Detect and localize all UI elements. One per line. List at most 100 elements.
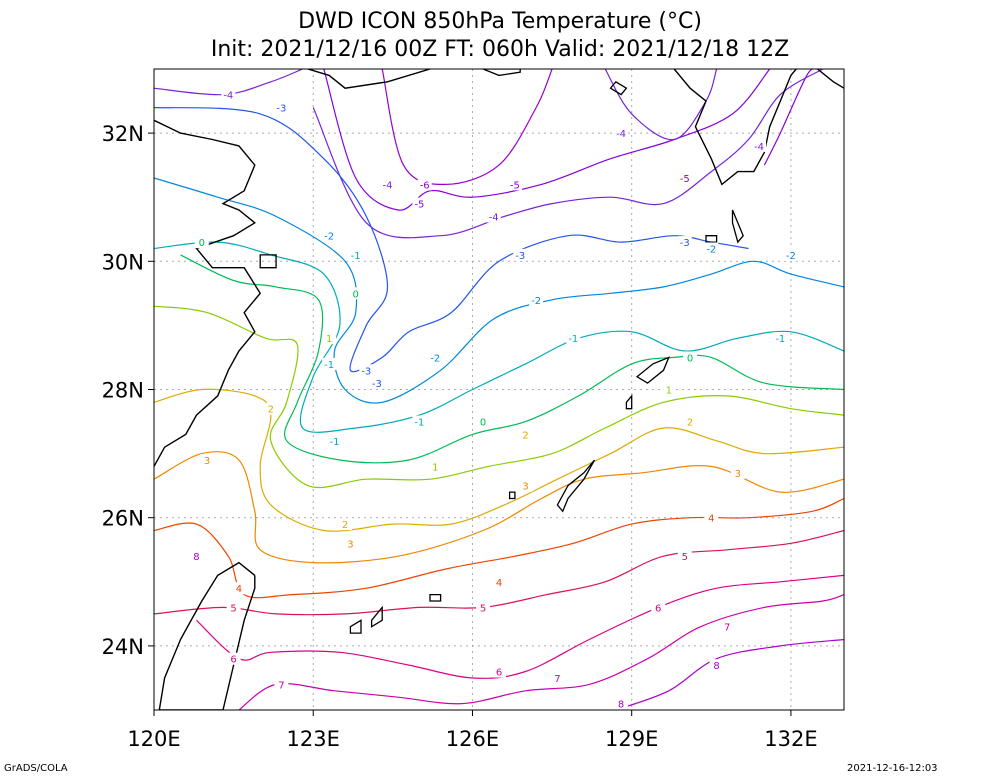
contour-label: 6 bbox=[230, 655, 236, 666]
contour-label-bg bbox=[476, 415, 491, 428]
contour-label-bg bbox=[412, 415, 427, 428]
island-iriomote bbox=[349, 619, 362, 634]
contour-label: 0 bbox=[199, 238, 205, 249]
contour-line--2 bbox=[154, 177, 844, 404]
island-tanegashima bbox=[731, 209, 744, 244]
tick-label-lat: 28N bbox=[102, 379, 144, 403]
contour-label-bg bbox=[492, 665, 506, 678]
contour-label-bg bbox=[343, 537, 358, 550]
contour-label: -1 bbox=[414, 418, 424, 429]
contour-label-bg bbox=[614, 697, 629, 710]
contour-label: -2 bbox=[430, 353, 440, 364]
contour-label: 1 bbox=[432, 462, 438, 473]
contour-label-bg bbox=[226, 601, 241, 614]
contour-label: -6 bbox=[420, 180, 430, 191]
contour-label-bg bbox=[189, 550, 204, 563]
contour-line-1 bbox=[154, 305, 844, 489]
contour-label: 1 bbox=[666, 386, 672, 397]
island-yakushima bbox=[705, 235, 718, 243]
contour-label: 5 bbox=[230, 603, 236, 614]
contour-label-bg bbox=[322, 357, 337, 370]
footer-software-label: GrADS/COLA bbox=[4, 763, 68, 774]
contour-label-bg bbox=[428, 351, 443, 364]
contour-line-2 bbox=[154, 388, 844, 532]
contour-line-5 bbox=[154, 529, 844, 616]
contour-label: 5 bbox=[480, 603, 486, 614]
contour-label-bg bbox=[194, 236, 209, 249]
contour-label-bg bbox=[529, 293, 544, 306]
contour-label: 3 bbox=[735, 469, 741, 480]
contour-line-8 bbox=[615, 638, 844, 710]
contour-label: -1 bbox=[568, 334, 578, 345]
tick-label-lat: 26N bbox=[102, 507, 144, 531]
contour-line-3 bbox=[154, 451, 844, 564]
contour-label: 8 bbox=[193, 552, 199, 563]
contour-label: 5 bbox=[682, 552, 688, 563]
contour-label: 3 bbox=[347, 539, 353, 550]
contour-line--5 bbox=[763, 69, 818, 166]
tick-label-lat: 24N bbox=[102, 635, 144, 659]
contour-label: -3 bbox=[680, 238, 690, 249]
tick-label-lon: 132E bbox=[764, 727, 817, 751]
contour-label: -1 bbox=[351, 251, 361, 262]
contour-label-bg bbox=[412, 197, 427, 210]
contour-label: 7 bbox=[724, 623, 730, 634]
contour-label: 0 bbox=[687, 353, 693, 364]
contour-label-bg bbox=[720, 620, 735, 633]
island-okinawa bbox=[556, 459, 596, 513]
contour-line--5 bbox=[323, 69, 771, 211]
contour-label-bg bbox=[226, 652, 241, 665]
contour-label: -1 bbox=[775, 334, 785, 345]
contour-label: 0 bbox=[480, 418, 486, 429]
contour-label-bg bbox=[348, 248, 363, 261]
contour-label-bg bbox=[783, 248, 798, 261]
contour-label-bg bbox=[322, 332, 337, 345]
contour-label-bg bbox=[359, 364, 374, 377]
contour-label: 8 bbox=[713, 661, 719, 672]
tick-label-lon: 129E bbox=[605, 727, 658, 751]
contour-label-bg bbox=[492, 575, 506, 588]
contour-label: -2 bbox=[706, 244, 716, 255]
contour-label-bg bbox=[348, 287, 363, 300]
contour-label: -4 bbox=[616, 129, 626, 140]
contour-label-bg bbox=[221, 88, 236, 101]
contour-label-bg bbox=[704, 511, 719, 524]
coastline-china-coast bbox=[154, 119, 262, 467]
contour-label-bg bbox=[566, 332, 581, 345]
contour-label-bg bbox=[773, 332, 788, 345]
contour-label: 6 bbox=[496, 668, 502, 679]
contour-label-bg bbox=[327, 434, 342, 447]
contour-label: -2 bbox=[786, 251, 796, 262]
contour-label: 4 bbox=[496, 578, 502, 589]
contour-label-bg bbox=[704, 242, 719, 255]
contour-line-7 bbox=[238, 594, 844, 710]
contour-label-bg bbox=[231, 582, 246, 595]
contour-label-bg bbox=[322, 229, 337, 242]
contour-line--3 bbox=[154, 106, 749, 373]
contour-label: 3 bbox=[204, 456, 210, 467]
island-jeju bbox=[482, 69, 521, 77]
contour-label-bg bbox=[518, 428, 533, 441]
tick-label-lon: 120E bbox=[127, 727, 180, 751]
coastline-shikoku-coast bbox=[817, 69, 844, 89]
contour-label: 8 bbox=[618, 700, 624, 711]
contour-line-6 bbox=[196, 574, 844, 679]
contour-label-bg bbox=[338, 518, 353, 531]
contour-label-bg bbox=[651, 601, 666, 614]
contour-label: 6 bbox=[655, 603, 661, 614]
contour-label: 7 bbox=[554, 674, 560, 685]
contour-label: -5 bbox=[510, 180, 520, 191]
contour-line--1 bbox=[154, 241, 844, 433]
contour-label: -3 bbox=[361, 366, 371, 377]
contour-label: -4 bbox=[383, 180, 393, 191]
contour-label-bg bbox=[661, 383, 676, 396]
contour-label: 2 bbox=[687, 418, 693, 429]
contour-label-bg bbox=[683, 415, 698, 428]
contour-line--4 bbox=[604, 69, 718, 141]
contour-label-bg bbox=[486, 210, 501, 223]
contour-label: 1 bbox=[326, 334, 332, 345]
contour-line--4 bbox=[154, 69, 303, 96]
contour-label-bg bbox=[730, 466, 745, 479]
tick-label-lon: 123E bbox=[287, 727, 340, 751]
